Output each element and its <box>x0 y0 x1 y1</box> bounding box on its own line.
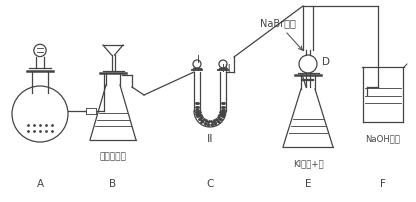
Text: NaBr溶液: NaBr溶液 <box>260 18 302 50</box>
Text: E: E <box>305 179 311 189</box>
Text: I: I <box>197 55 199 65</box>
Text: D: D <box>322 57 330 67</box>
Text: KI溶液+苯: KI溶液+苯 <box>292 159 323 168</box>
Text: C: C <box>206 179 214 189</box>
Text: II: II <box>207 134 213 144</box>
Text: 饱和食盐水: 饱和食盐水 <box>99 152 126 161</box>
Text: NaOH溶液: NaOH溶液 <box>366 134 401 143</box>
Text: A: A <box>37 179 44 189</box>
Text: III: III <box>222 64 230 74</box>
Text: F: F <box>380 179 386 189</box>
Text: B: B <box>109 179 116 189</box>
